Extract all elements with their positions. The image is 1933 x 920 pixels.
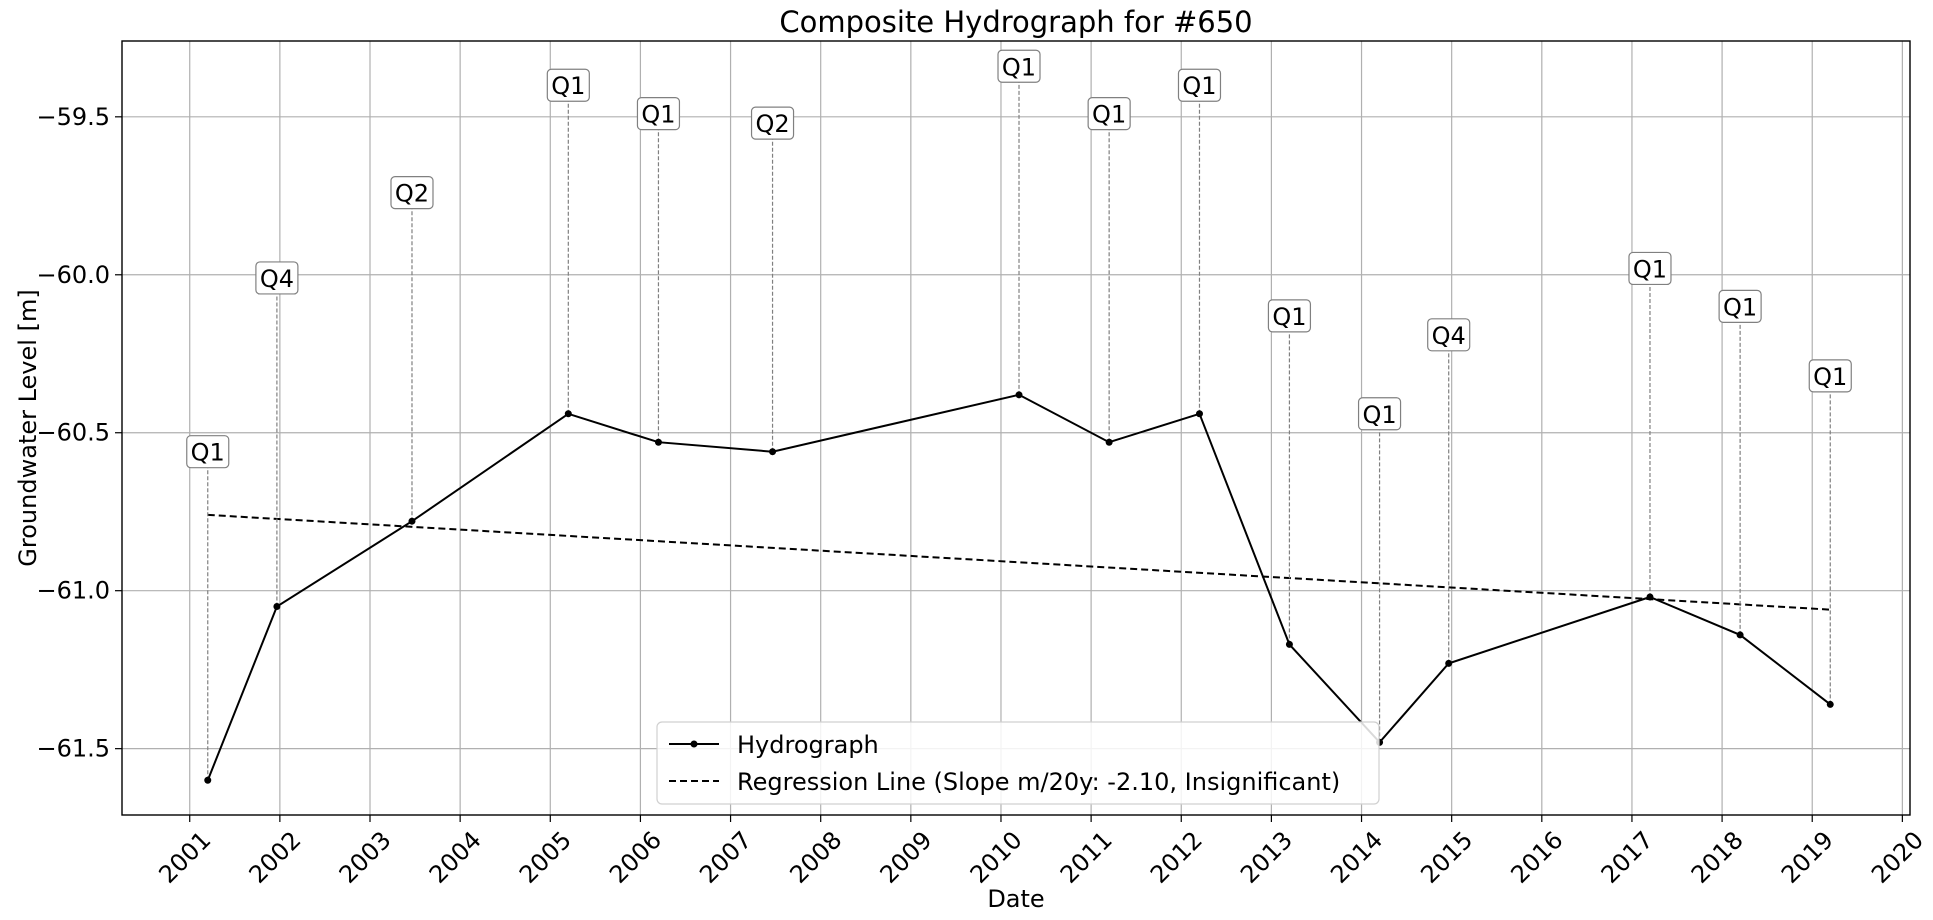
quarter-label-box (1087, 97, 1131, 131)
x-tick-label: 2006 (604, 826, 667, 889)
quarter-label-box (390, 176, 434, 210)
hydrograph-point (769, 448, 777, 456)
quarter-label-box (255, 261, 299, 295)
x-tick-label: 2009 (875, 826, 938, 889)
x-tick-label: 2016 (1506, 826, 1569, 889)
hydrograph-point (204, 776, 212, 784)
quarter-label-box (997, 49, 1041, 83)
quarter-label-box (1267, 299, 1312, 333)
quarter-label-box (1427, 318, 1471, 352)
legend-hydrograph-label: Hydrograph (737, 731, 879, 759)
x-tick-label: 2010 (965, 826, 1028, 889)
quarter-label: Q1 (1723, 293, 1757, 321)
quarter-label: Q1 (191, 439, 225, 467)
quarter-label-box (1628, 251, 1672, 286)
quarter-label-box (546, 68, 590, 102)
stem-layer (207, 66, 1831, 781)
legend-regression-label: Regression Line (Slope m/20y: -2.10, Ins… (737, 768, 1340, 796)
hydrograph-point (1015, 391, 1023, 399)
x-tick-label: 2017 (1596, 826, 1659, 889)
quarter-label: Q2 (755, 110, 789, 138)
x-tick-label: 2005 (514, 826, 577, 889)
x-tick-label: 2004 (424, 826, 487, 889)
x-tick-label: 2002 (244, 826, 307, 889)
x-tick-label: 2015 (1415, 826, 1478, 889)
y-axis-title: Groundwater Level [m] (14, 289, 42, 566)
plot-frame (121, 40, 1911, 816)
x-tick-label: 2012 (1145, 826, 1208, 889)
hydrograph-point (1105, 438, 1113, 446)
quarter-label-box (1718, 289, 1762, 323)
x-tick-label: 2007 (694, 826, 757, 889)
x-tick-label: 2014 (1325, 826, 1388, 889)
x-tick-label: 2018 (1686, 826, 1749, 889)
quarter-label: Q1 (1813, 363, 1847, 391)
x-tick-label: 2003 (334, 826, 397, 889)
quarter-label-box (750, 106, 795, 140)
hydrograph-point (1736, 631, 1744, 639)
quarter-label: Q4 (1432, 322, 1466, 350)
x-tick-label: 2019 (1776, 826, 1839, 889)
y-tick-label: −61.0 (36, 577, 110, 605)
quarter-label-box (186, 435, 230, 469)
quarter-label: Q2 (395, 180, 429, 208)
grid-layer (122, 41, 1910, 815)
x-tick-label: 2011 (1055, 826, 1118, 889)
quarter-label: Q1 (1182, 72, 1216, 100)
quarter-label: Q1 (551, 72, 585, 100)
hydrograph-point (1445, 659, 1453, 667)
quarter-label: Q1 (1092, 101, 1126, 129)
x-tick-label: 2020 (1866, 826, 1929, 889)
hydrograph-point (1646, 593, 1654, 601)
quarter-label-box (1177, 68, 1222, 102)
chart-title: Composite Hydrograph for #650 (779, 5, 1252, 39)
quarter-label: Q1 (641, 101, 675, 129)
legend: Hydrograph Regression Line (Slope m/20y: … (656, 721, 1380, 805)
quarter-label: Q1 (1272, 303, 1306, 331)
hydrograph-point (273, 602, 281, 610)
x-tick-label: 2013 (1235, 826, 1298, 889)
x-axis-title: Date (987, 885, 1044, 913)
legend-hydrograph-marker (690, 740, 698, 748)
regression-layer (207, 513, 1831, 611)
quarter-label: Q1 (1633, 255, 1667, 283)
quarter-label: Q1 (1362, 401, 1396, 429)
quarter-label-box (1357, 397, 1402, 431)
hydrograph-point (408, 517, 416, 525)
y-tick-label: −59.5 (36, 103, 110, 131)
y-tick-label: −60.5 (36, 419, 110, 447)
y-tick-label: −61.5 (36, 735, 110, 763)
y-tick-label: −60.0 (36, 261, 110, 289)
hydrograph-point (564, 410, 572, 418)
hydrograph-point (1826, 700, 1834, 708)
quarter-label-box (636, 97, 681, 131)
x-tick-label: 2001 (153, 826, 216, 889)
hydrograph-point (654, 438, 662, 446)
quarter-label: Q4 (260, 265, 294, 293)
marker-layer (204, 391, 1834, 784)
regression-line (207, 513, 1831, 611)
hydrograph-point (1195, 410, 1203, 418)
hydrograph-point (1285, 640, 1293, 648)
x-tick-label: 2008 (784, 826, 847, 889)
annotation-layer: Q1 Q4 Q2 Q1 Q1 Q2 Q1 Q1 Q1 Q1 Q1 Q4 Q1 Q1 Q1 (186, 49, 1852, 469)
legend-box (656, 721, 1380, 805)
quarter-label: Q1 (1002, 53, 1036, 81)
quarter-label-box (1808, 359, 1852, 393)
